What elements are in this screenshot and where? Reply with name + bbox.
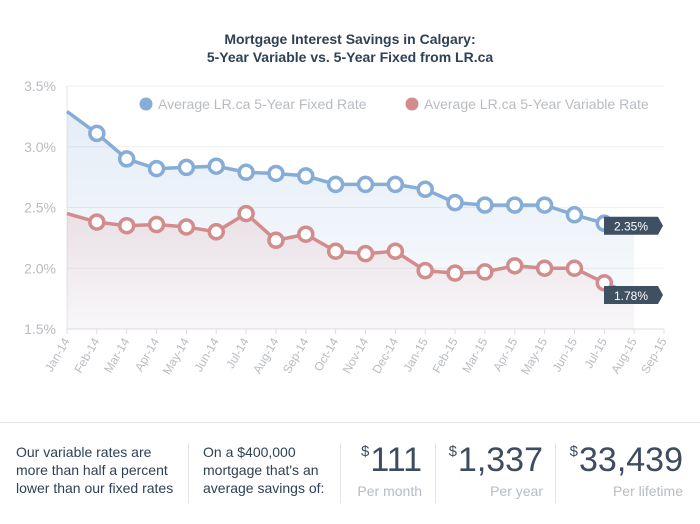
data-point [117,150,136,168]
currency-symbol: $ [569,443,578,460]
data-point [535,259,554,277]
x-tick-label: Apr-15 [490,335,520,373]
data-point [237,204,255,223]
stat-value: 111 [370,441,422,479]
x-tick-label: Sep-15 [638,335,670,376]
data-point [207,157,225,175]
legend-marker [405,97,419,111]
blurb-line: lower than our fixed rates [16,480,174,496]
savings-summary: Our variable rates are more than half a … [0,422,700,524]
data-point [506,196,524,214]
stat-label: Per month [357,483,422,499]
y-tick-label: 2.5% [24,200,56,216]
data-point [356,244,375,263]
series-area [67,213,635,329]
x-tick-label: Nov-14 [340,335,372,376]
x-tick-label: Jun-15 [550,335,581,374]
stat-per-year: $1,337 Per year [449,441,543,499]
x-tick-label: Jan-14 [42,335,73,374]
data-point [267,164,285,183]
data-point [237,163,255,182]
data-point [326,175,345,194]
x-tick-label: Mar-14 [101,335,132,375]
data-point [356,175,375,194]
x-tick-label: Jul-14 [223,335,252,371]
data-point [565,206,584,224]
value-callout [604,285,663,304]
value-callout-label: 1.78% [614,289,648,303]
data-point [297,167,315,185]
divider [188,443,189,503]
y-tick-label: 3.5% [24,78,56,94]
x-tick-label: Aug-15 [608,335,640,376]
data-point [446,264,464,282]
x-tick-label: Apr-14 [132,335,162,373]
divider [435,443,436,503]
data-point [565,259,584,277]
data-point [416,180,434,199]
data-point [386,175,405,194]
currency-symbol: $ [448,443,457,460]
blurb-line: On a $400,000 [203,444,296,460]
legend-marker [139,97,153,111]
data-point [177,218,196,236]
blurb-line: mortgage that's an [203,462,319,478]
x-tick-label: Jun-14 [191,335,222,374]
stat-value: 33,439 [579,441,683,479]
y-tick-label: 1.5% [24,321,56,337]
data-point [207,223,225,241]
data-point [446,193,464,212]
x-tick-label: Jan-15 [400,335,431,374]
data-point [476,263,494,281]
blurb-line: more than half a percent [16,462,168,478]
data-point [117,216,136,235]
data-point [88,213,106,231]
divider [340,443,341,503]
data-point [147,159,166,178]
y-tick-label: 2.0% [24,260,56,276]
data-point [386,242,405,260]
savings-blurb: On a $400,000 mortgage that's an average… [203,443,324,497]
x-tick-label: Aug-14 [250,335,282,376]
blurb-line: average savings of: [203,480,325,496]
rate-blurb: Our variable rates are more than half a … [16,443,173,497]
chart-title-line1: Mortgage Interest Savings in Calgary: [224,31,476,47]
stat-label: Per lifetime [612,483,683,499]
data-point [267,231,285,250]
x-tick-label: Jul-15 [581,335,610,371]
blurb-line: Our variable rates are [16,444,152,460]
x-tick-label: Sep-14 [280,335,312,376]
x-tick-label: Oct-14 [311,335,341,373]
stat-value: 1,337 [457,441,543,479]
data-point [476,196,494,214]
legend-label: Average LR.ca 5-Year Fixed Rate [158,96,367,112]
value-callout [604,216,663,235]
chart-title-line2: 5-Year Variable vs. 5-Year Fixed from LR… [206,49,494,65]
data-point [177,158,196,177]
data-point [88,124,106,143]
y-tick-label: 3.0% [24,139,56,155]
x-tick-label: May-14 [160,335,192,377]
data-point [147,215,166,234]
x-tick-label: Dec-14 [369,335,401,376]
data-point [416,261,434,280]
x-tick-label: Feb-14 [71,335,102,375]
stat-per-month: $111 Per month [357,441,422,499]
stat-per-lifetime: $33,439 Per lifetime [570,441,683,499]
stat-label: Per year [490,483,543,499]
data-point [535,196,554,214]
x-tick-label: Feb-15 [430,335,461,375]
x-tick-label: Mar-15 [459,335,490,375]
data-point [506,257,524,275]
x-tick-label: May-15 [518,335,550,377]
data-point [297,225,315,243]
divider [555,443,556,503]
value-callout-label: 2.35% [614,220,648,234]
data-point [326,242,345,260]
currency-symbol: $ [360,443,370,460]
legend-label: Average LR.ca 5-Year Variable Rate [424,96,649,112]
